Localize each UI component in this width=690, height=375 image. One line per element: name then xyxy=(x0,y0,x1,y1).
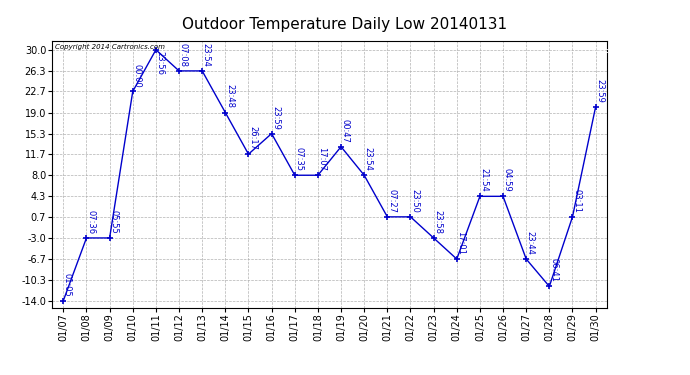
Text: 00:00: 00:00 xyxy=(132,63,141,87)
Text: 05:55: 05:55 xyxy=(109,210,118,234)
Text: 06:41: 06:41 xyxy=(549,258,558,282)
Text: 23:54: 23:54 xyxy=(202,43,211,67)
Text: 07:08: 07:08 xyxy=(179,43,188,67)
Text: 23:48: 23:48 xyxy=(225,84,234,108)
Text: 01:05: 01:05 xyxy=(63,273,72,297)
Text: 07:36: 07:36 xyxy=(86,210,95,234)
Text: 26:17: 26:17 xyxy=(248,126,257,150)
Text: 04:59: 04:59 xyxy=(503,168,512,192)
Text: 23:44: 23:44 xyxy=(526,231,535,255)
Text: 23:54: 23:54 xyxy=(364,147,373,171)
Text: 17:07: 17:07 xyxy=(317,147,326,171)
Text: 07:35: 07:35 xyxy=(295,147,304,171)
Text: 00:47: 00:47 xyxy=(341,118,350,142)
Text: 23:58: 23:58 xyxy=(433,210,442,234)
Text: 23:50: 23:50 xyxy=(410,189,419,213)
Text: Outdoor Temperature Daily Low 20140131: Outdoor Temperature Daily Low 20140131 xyxy=(182,17,508,32)
Text: 03:11: 03:11 xyxy=(572,189,581,213)
Text: 23:59: 23:59 xyxy=(271,106,280,129)
Text: 07:27: 07:27 xyxy=(387,189,396,213)
Text: Copyright 2014 Cartronics.com: Copyright 2014 Cartronics.com xyxy=(55,44,164,50)
Text: 17:01: 17:01 xyxy=(456,231,466,255)
Text: 23:59: 23:59 xyxy=(595,79,604,103)
Text: 23:56: 23:56 xyxy=(155,51,164,75)
Text: 21:54: 21:54 xyxy=(480,168,489,192)
